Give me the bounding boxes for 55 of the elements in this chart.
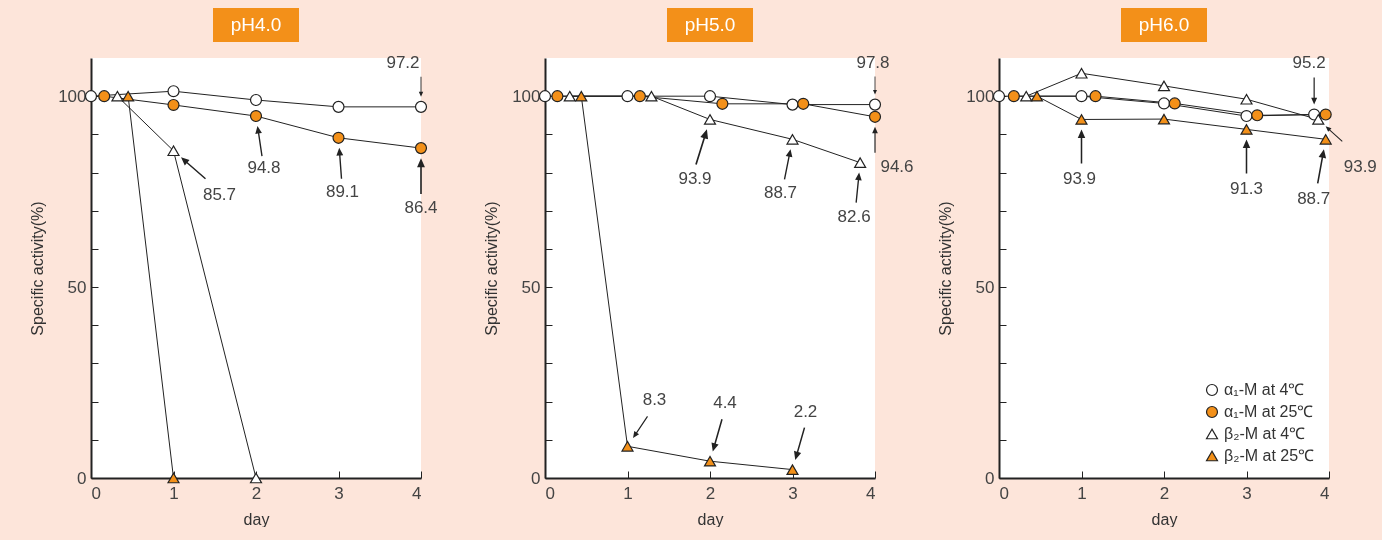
- annotation: 86.4: [404, 198, 438, 218]
- annotation: 88.7: [763, 183, 798, 203]
- x-tick-label: 2: [251, 483, 262, 503]
- x-tick-label: 2: [1159, 483, 1170, 503]
- legend-label: α₁-M at 4℃: [1224, 381, 1305, 398]
- annotation: 8.3: [642, 390, 667, 410]
- annotation: 91.3: [1229, 179, 1264, 199]
- x-tick-label: 1: [1077, 483, 1087, 503]
- annotation: 94.8: [247, 158, 281, 178]
- annotation: 97.2: [386, 52, 420, 72]
- x-tick-label: 0: [999, 483, 1009, 503]
- x-axis-title: day: [243, 510, 270, 528]
- x-tick-label: 3: [334, 483, 344, 503]
- x-axis-title: day: [1151, 510, 1178, 528]
- x-tick-label: 1: [169, 483, 179, 503]
- annotation: 88.7: [1297, 189, 1331, 209]
- x-tick-label: 4: [412, 483, 422, 503]
- y-axis-title: Specific activity(%): [483, 201, 501, 336]
- x-tick-label: 3: [788, 483, 798, 503]
- annotation: 89.1: [325, 181, 360, 201]
- annotation: 97.8: [856, 52, 890, 72]
- chart-title: pH6.0: [1138, 14, 1190, 35]
- chart-title: pH4.0: [230, 14, 282, 35]
- legend-label: β₂-M at 25℃: [1224, 447, 1315, 464]
- y-tick-label: 100: [512, 86, 541, 106]
- legend-label: β₂-M at 4℃: [1224, 425, 1306, 442]
- y-axis-title: Specific activity(%): [937, 201, 955, 336]
- y-tick-label: 100: [58, 86, 87, 106]
- y-tick-label: 50: [67, 277, 87, 297]
- annotation: 93.9: [1343, 157, 1377, 177]
- y-tick-label: 0: [531, 468, 541, 488]
- x-tick-label: 2: [705, 483, 716, 503]
- annotation: 4.4: [713, 393, 737, 413]
- legend-label: α₁-M at 25℃: [1224, 403, 1314, 420]
- x-tick-label: 1: [623, 483, 633, 503]
- x-tick-label: 4: [866, 483, 876, 503]
- annotation: 95.2: [1292, 52, 1326, 72]
- annotation: 93.9: [1062, 169, 1097, 189]
- y-tick-label: 100: [966, 86, 995, 106]
- y-tick-label: 50: [521, 277, 541, 297]
- chart-title: pH5.0: [684, 14, 736, 35]
- x-tick-label: 4: [1320, 483, 1330, 503]
- y-axis-title: Specific activity(%): [29, 201, 47, 336]
- x-tick-label: 3: [1242, 483, 1252, 503]
- annotation: 93.9: [678, 169, 712, 189]
- x-tick-label: 0: [545, 483, 555, 503]
- annotation: 2.2: [793, 401, 818, 421]
- y-tick-label: 0: [985, 468, 995, 488]
- annotation: 82.6: [837, 206, 871, 226]
- annotation: 94.6: [880, 156, 914, 176]
- annotation: 85.7: [202, 184, 237, 204]
- x-axis-title: day: [697, 510, 724, 528]
- y-tick-label: 50: [975, 277, 995, 297]
- y-tick-label: 0: [77, 468, 87, 488]
- x-tick-label: 0: [91, 483, 101, 503]
